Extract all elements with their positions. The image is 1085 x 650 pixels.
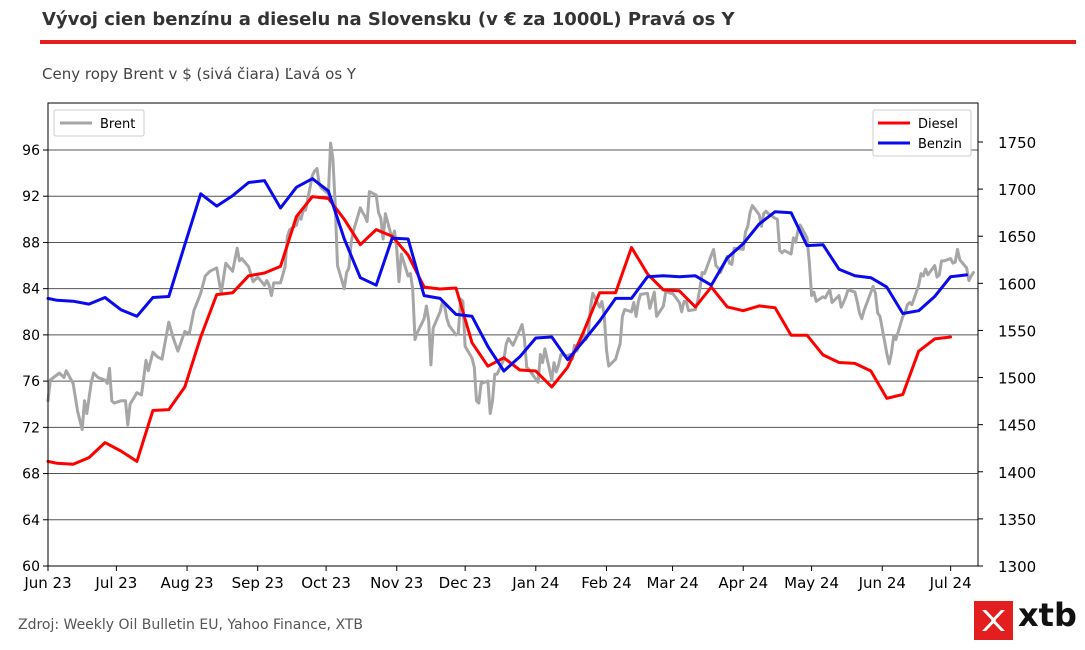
left-y-axis: 60 64 68 72 76 80 84 88 92 96	[22, 143, 48, 575]
left-tick-label: 88	[22, 235, 40, 251]
x-tick-label: Oct 23	[301, 574, 351, 592]
x-tick-label: Aug 23	[160, 574, 213, 592]
grid-lines	[48, 149, 978, 521]
left-tick-label: 68	[22, 467, 40, 483]
left-tick-label: 80	[22, 328, 40, 344]
title-underline	[40, 40, 1076, 44]
x-tick-label: Nov 23	[370, 574, 423, 592]
x-tick-label: Sep 23	[232, 574, 284, 592]
series-line-brent	[46, 141, 975, 432]
x-tick-label: Apr 24	[718, 574, 768, 592]
right-tick-label: 1700	[998, 181, 1036, 199]
x-tick-label: May 24	[784, 574, 839, 592]
x-axis: Jun 23 Jul 23 Aug 23 Sep 23 Oct 23 Nov 23 Dec …	[23, 566, 972, 592]
left-tick-label: 60	[22, 559, 40, 575]
right-tick-label: 1400	[998, 464, 1036, 482]
right-tick-label: 1550	[998, 322, 1036, 340]
series-line-benzin	[46, 177, 969, 373]
legend-label: Brent	[100, 117, 135, 132]
x-tick-label: Jul 23	[94, 574, 137, 592]
chart-title: Vývoj cien benzínu a dieselu na Slovensk…	[42, 9, 735, 30]
right-tick-label: 1500	[998, 370, 1036, 388]
left-tick-label: 76	[22, 374, 40, 390]
series-lines	[46, 141, 975, 466]
x-tick-label: Feb 24	[581, 574, 631, 592]
left-tick-label: 96	[22, 143, 40, 159]
legend-fuel: Diesel Benzin	[872, 109, 972, 157]
left-tick-label: 92	[22, 189, 40, 205]
xtb-logo-text: xtb	[1018, 596, 1077, 634]
right-tick-label: 1350	[998, 511, 1036, 529]
x-tick-label: Jun 23	[23, 574, 71, 592]
right-tick-label: 1750	[998, 134, 1036, 152]
xtb-logo-icon	[974, 601, 1013, 640]
legend-label: Benzin	[918, 137, 962, 152]
right-tick-label: 1650	[998, 228, 1036, 246]
source-note: Zdroj: Weekly Oil Bulletin EU, Yahoo Fin…	[18, 617, 363, 633]
line-chart: 60 64 68 72 76 80 84 88 92 96 1300 1350 1400 1450 150…	[22, 102, 1036, 592]
right-y-axis: 1300 1350 1400 1450 1500 1550 1600 1650 1700 1750	[978, 134, 1036, 576]
left-tick-label: 64	[22, 513, 40, 529]
chart-subtitle: Ceny ropy Brent v $ (sivá čiara) Ľavá os…	[42, 65, 357, 83]
x-tick-label: Jun 24	[858, 574, 906, 592]
left-tick-label: 84	[22, 282, 40, 298]
legend-box	[53, 109, 145, 137]
x-tick-label: Dec 23	[439, 574, 492, 592]
right-tick-label: 1450	[998, 417, 1036, 435]
right-tick-label: 1600	[998, 275, 1036, 293]
legend-brent: Brent	[53, 109, 145, 137]
legend-label: Diesel	[918, 117, 958, 132]
x-tick-label: Jul 24	[929, 574, 972, 592]
right-tick-label: 1300	[998, 558, 1036, 576]
x-tick-label: Jan 24	[511, 574, 559, 592]
x-tick-label: Mar 24	[646, 574, 698, 592]
left-tick-label: 72	[22, 420, 40, 436]
xtb-logo: xtb	[974, 596, 1078, 641]
series-line-diesel	[46, 195, 953, 466]
